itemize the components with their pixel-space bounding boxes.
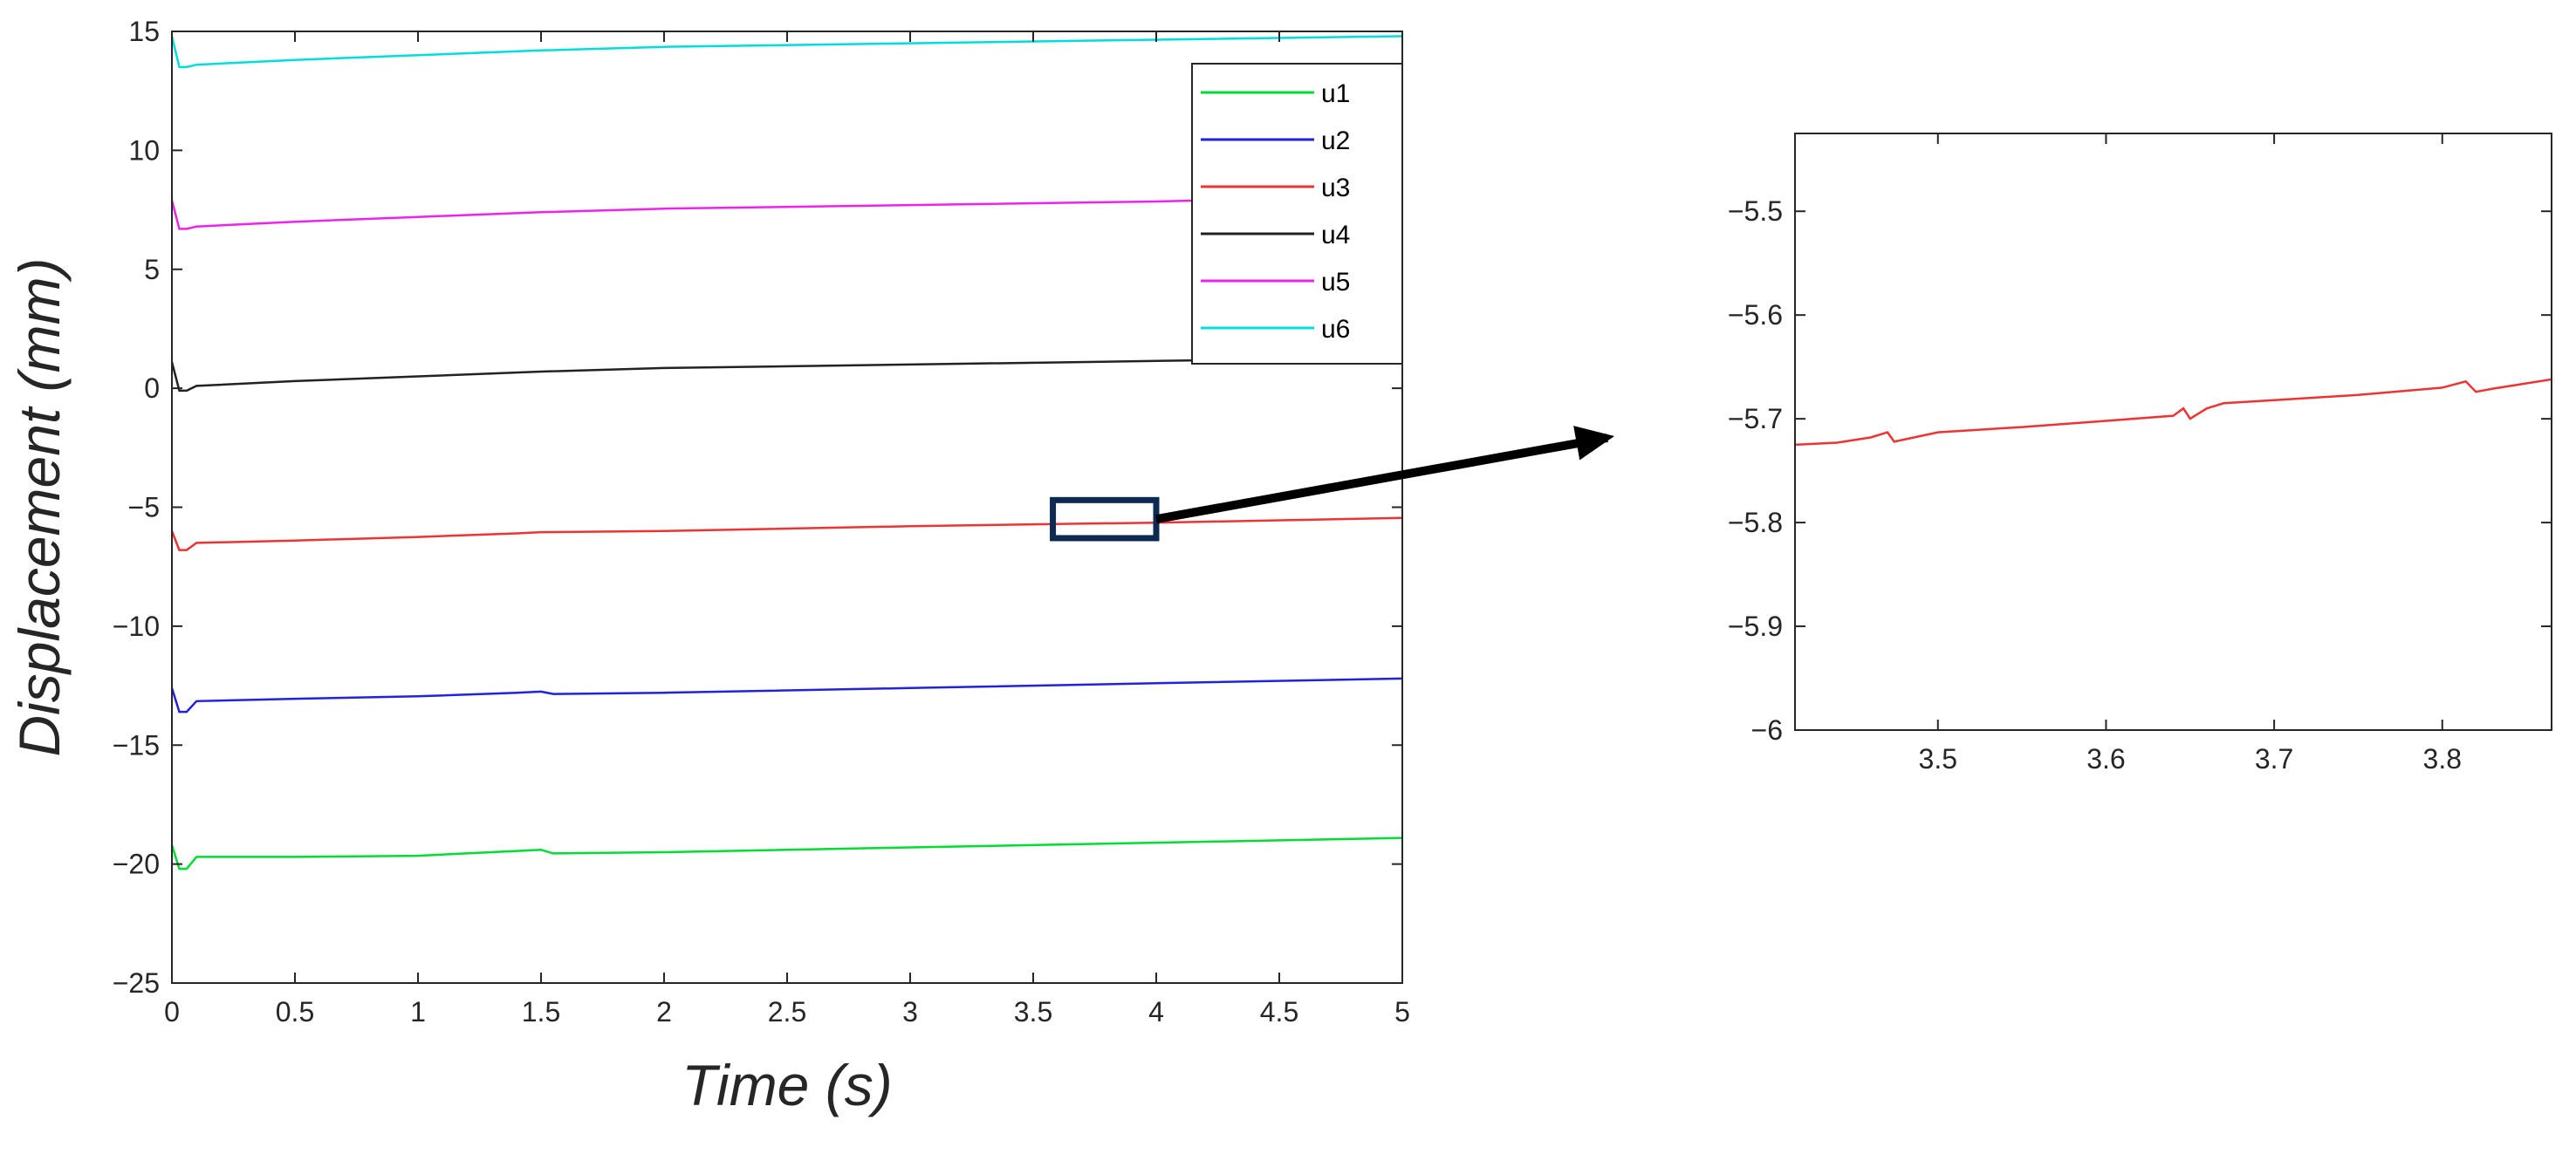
y-tick-label: −5.9	[1728, 611, 1783, 642]
legend-label-u1: u1	[1321, 79, 1350, 108]
x-tick-label: 3.6	[2086, 743, 2125, 775]
series-line-u2	[170, 677, 1403, 714]
x-tick-label: 2.5	[768, 996, 806, 1028]
legend-label-u5: u5	[1321, 268, 1350, 297]
y-tick-label: −5.5	[1728, 195, 1783, 227]
y-tick-label: 0	[144, 372, 160, 404]
plot-frame	[1794, 133, 2552, 731]
series-line-line-1	[1794, 378, 2552, 447]
legend-label-u6: u6	[1321, 315, 1350, 344]
series-line-u4	[170, 356, 1403, 393]
zoom-arrow-head	[1573, 426, 1614, 461]
x-tick-label: 0	[164, 996, 180, 1028]
x-tick-label: 3.5	[1919, 743, 1957, 775]
zoom-arrow	[1155, 434, 1608, 524]
y-tick-label: 15	[128, 16, 160, 47]
legend-label-u2: u2	[1321, 126, 1350, 155]
y-tick-label: −5	[128, 492, 160, 523]
x-axis-title: Time (s)	[682, 1053, 892, 1117]
x-tick-label: 2	[656, 996, 672, 1028]
y-tick-label: 10	[128, 134, 160, 166]
x-tick-label: 3.8	[2423, 743, 2462, 775]
legend-label-u3: u3	[1321, 174, 1350, 202]
y-tick-label: −5.8	[1728, 507, 1783, 538]
x-tick-label: 4	[1148, 996, 1164, 1028]
series-line-u6	[170, 35, 1403, 69]
y-tick-label: −10	[113, 611, 160, 642]
series-line-u1	[170, 836, 1403, 871]
y-tick-label: −15	[113, 729, 160, 761]
series-line-u5	[170, 194, 1403, 230]
legend-label-u4: u4	[1321, 221, 1350, 249]
zoom-inset-chart: 3.5 3.6 3.7 3.8 −5.5 −5.6 −5.7 −5.8 −5.9 −6	[1728, 133, 2552, 775]
x-tick-label: 4.5	[1260, 996, 1298, 1028]
main-chart: 0 0.5 1 1.5 2 2.5 3 3.5 4 4.5 5 15 10 5 0 −5 −10 −15 −20 −2…	[7, 16, 1410, 1117]
x-tick-label: 1	[410, 996, 426, 1028]
y-tick-label: −5.6	[1728, 299, 1783, 331]
y-tick-label: −20	[113, 849, 160, 880]
y-tick-label: −25	[113, 967, 160, 999]
x-tick-label: 3.5	[1014, 996, 1052, 1028]
legend: u1 u2 u3 u4 u5 u6	[1191, 63, 1403, 365]
y-tick-label: 5	[144, 254, 160, 285]
zoom-annotation	[1050, 426, 1614, 542]
zoom-highlight-box	[1050, 496, 1160, 542]
series-line-u3	[170, 516, 1403, 551]
x-tick-label: 5	[1394, 996, 1410, 1028]
y-axis-title: Displacement (mm)	[7, 257, 72, 756]
legend-box	[1191, 63, 1403, 365]
x-tick-label: 3	[902, 996, 918, 1028]
y-tick-label: −6	[1751, 714, 1783, 746]
x-tick-label: 1.5	[522, 996, 560, 1028]
x-tick-label: 0.5	[276, 996, 314, 1028]
y-tick-label: −5.7	[1728, 403, 1783, 434]
x-tick-label: 3.7	[2255, 743, 2293, 775]
